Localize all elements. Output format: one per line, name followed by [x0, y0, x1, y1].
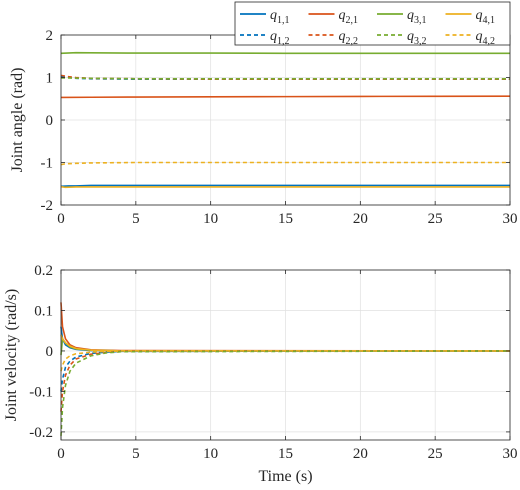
x-tick-label: 0	[57, 211, 65, 227]
legend-symbol: q	[476, 8, 483, 23]
legend-label-q31: q3,1	[407, 8, 427, 26]
x-tick-label: 20	[353, 446, 368, 462]
y-tick-label: 2	[46, 28, 54, 44]
legend-label-q21: q2,1	[339, 8, 359, 26]
y-tick-label: 1	[46, 71, 54, 87]
legend-subscript: 2,1	[346, 15, 359, 26]
x-tick-label: 15	[278, 211, 293, 227]
series-line-q41	[60, 185, 510, 189]
series-line-q42	[60, 161, 510, 166]
legend: q1,1 q2,1 q3,1 q4,1q1,2 q2,2 q3,2 q4,2	[234, 1, 511, 47]
series-line-q32	[61, 77, 510, 80]
legend-box	[234, 1, 511, 46]
legend-subscript: 4,1	[483, 15, 496, 26]
legend-subscript: 3,2	[414, 36, 427, 47]
x-tick-label: 15	[278, 446, 293, 462]
x-tick-label: 5	[132, 446, 140, 462]
legend-subscript: 3,1	[414, 15, 427, 26]
series-line-q11	[60, 184, 510, 188]
x-tick-label: 10	[203, 446, 218, 462]
legend-subscript: 2,2	[346, 36, 359, 47]
y-tick-label: -0.2	[29, 425, 53, 441]
series-line-q31	[60, 51, 510, 55]
legend-subscript: 1,2	[277, 36, 290, 47]
legend-symbol: q	[407, 29, 414, 44]
y-tick-label: 0	[46, 113, 54, 129]
x-tick-label: 20	[353, 211, 368, 227]
x-tick-label: 25	[428, 211, 443, 227]
legend-symbol: q	[270, 8, 277, 23]
legend-label-q12: q1,2	[270, 29, 290, 47]
legend-symbol: q	[476, 29, 483, 44]
x-tick-label: 0	[57, 446, 65, 462]
y-tick-label: 0.1	[34, 303, 53, 319]
y-tick-label: 0	[46, 344, 54, 360]
y-axis-label: Joint angle (rad)	[9, 68, 26, 173]
legend-label-q11: q1,1	[270, 8, 290, 26]
panel-1: 0 5 10 15 20 25 30 -2 -1 0 1 2 Joint angle (rad)	[9, 28, 518, 227]
series-line-q21	[60, 95, 511, 99]
legend-label-q32: q3,2	[407, 29, 427, 47]
legend-symbol: q	[339, 29, 346, 44]
x-tick-label: 5	[132, 211, 140, 227]
series-line-q22	[60, 350, 511, 412]
series-line-q32	[60, 350, 511, 436]
legend-symbol: q	[270, 29, 277, 44]
y-axis-label: Joint velocity (rad/s)	[3, 289, 20, 421]
legend-subscript: 4,2	[483, 36, 496, 47]
x-tick-label: 25	[428, 446, 443, 462]
x-axis-label: Time (s)	[258, 468, 312, 485]
legend-label-q42: q4,2	[476, 29, 496, 47]
y-tick-label: -0.1	[29, 384, 53, 400]
legend-subscript: 1,1	[277, 15, 290, 26]
y-tick-label: -2	[41, 198, 54, 214]
x-tick-label: 10	[203, 211, 218, 227]
panel-2: 0 5 10 15 20 25 30 -0.2 -0.1 0 0.1 0.2 Joint velocit…	[3, 263, 518, 485]
y-tick-label: -1	[41, 156, 54, 172]
series-line-q42	[60, 350, 510, 372]
legend-label-q22: q2,2	[339, 29, 359, 47]
legend-symbol: q	[407, 8, 414, 23]
legend-label-q41: q4,1	[476, 8, 496, 26]
x-tick-label: 30	[503, 446, 518, 462]
x-tick-label: 30	[503, 211, 518, 227]
legend-symbol: q	[339, 8, 346, 23]
y-tick-label: 0.2	[34, 263, 53, 279]
